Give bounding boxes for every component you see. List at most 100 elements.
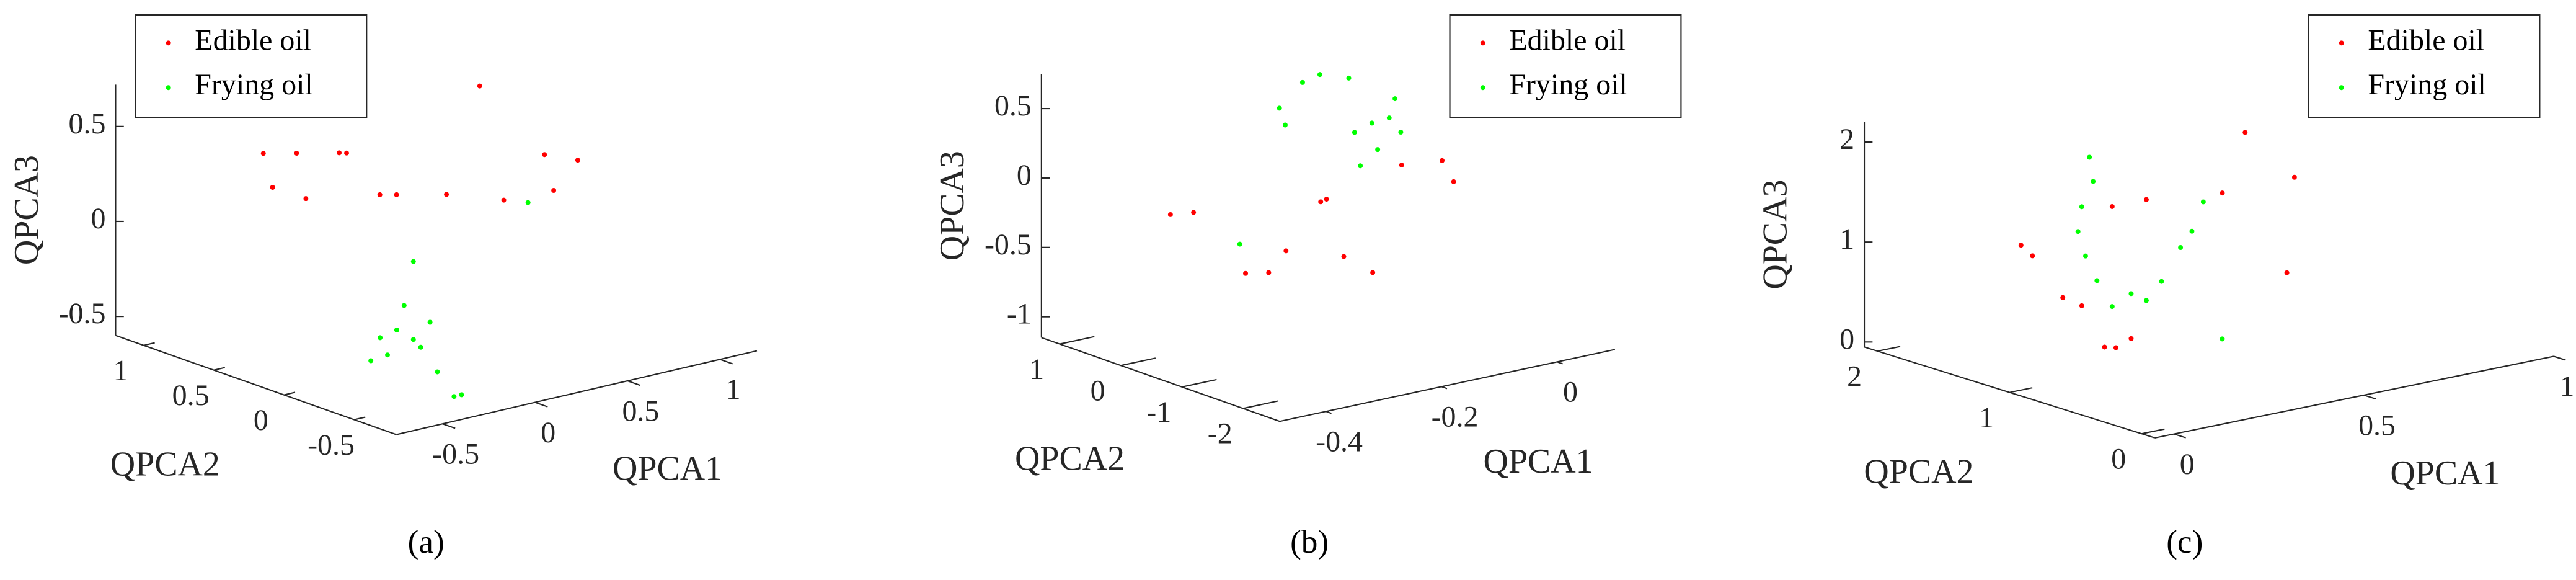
point	[394, 328, 399, 333]
legend-marker	[1480, 40, 1485, 46]
z-tick-label: -0.5	[59, 297, 106, 330]
point	[444, 192, 449, 197]
z-axis-label: QPCA3	[1756, 180, 1794, 290]
point	[1358, 163, 1363, 169]
point	[2075, 229, 2081, 234]
point	[2143, 197, 2149, 202]
y-tick-label: 0	[1091, 374, 1105, 407]
point	[2200, 199, 2206, 205]
point	[394, 192, 399, 197]
x-tick	[1441, 386, 1448, 390]
y-axis	[1041, 337, 1280, 422]
point	[2189, 228, 2195, 234]
point	[2018, 243, 2024, 248]
point	[1451, 179, 1456, 184]
x-tick-label: 1	[2559, 370, 2574, 403]
point	[451, 394, 457, 399]
x-tick-label: 0.5	[622, 395, 659, 427]
x-axis	[1279, 349, 1616, 422]
y-axis-label: QPCA2	[1015, 440, 1125, 478]
y-tick	[2141, 428, 2165, 435]
point	[1375, 147, 1381, 153]
panel-label: (c)	[2166, 524, 2203, 560]
x-tick-label: -0.5	[432, 438, 479, 471]
legend: Edible oil Frying oil	[2308, 14, 2541, 118]
y-tick-label: -0.5	[308, 429, 355, 462]
legend-box	[1449, 14, 1682, 118]
point	[1352, 130, 1357, 135]
point	[1392, 96, 1398, 102]
point	[2284, 270, 2290, 275]
legend-box	[135, 14, 368, 118]
y-tick	[1060, 336, 1095, 345]
point	[2113, 345, 2118, 350]
legend-label: Edible oil	[1509, 24, 1626, 56]
point	[377, 192, 383, 197]
point	[337, 150, 342, 156]
point	[1237, 241, 1242, 247]
legend: Edible oil Frying oil	[1449, 14, 1682, 118]
y-tick	[1242, 400, 1278, 409]
y-tick-label: 1	[113, 354, 128, 387]
x-tick	[534, 401, 548, 408]
z-tick-label: 2	[1839, 123, 1854, 156]
legend: Edible oil Frying oil	[135, 14, 368, 118]
legend-box	[2308, 14, 2541, 118]
z-tick-label: 0	[1839, 323, 1854, 355]
y-tick-label: -2	[1208, 417, 1233, 450]
x-tick	[719, 359, 733, 365]
point	[2094, 278, 2100, 283]
legend-label: Frying oil	[1509, 68, 1627, 101]
point	[2079, 303, 2084, 308]
point	[2178, 245, 2184, 251]
legend-label: Frying oil	[2368, 68, 2485, 101]
y-tick	[1120, 357, 1156, 367]
x-tick	[627, 380, 640, 386]
point	[459, 392, 464, 398]
y-axis-label: QPCA2	[1864, 453, 1973, 491]
point	[1440, 158, 1445, 163]
panel: -0.500.51-0.500.51-0.500.5QPCA1QPCA2QPCA…	[7, 14, 758, 560]
point	[427, 319, 433, 325]
y-tick-label: 0	[254, 404, 268, 437]
x-tick	[2174, 433, 2186, 439]
point	[418, 344, 423, 350]
point	[1299, 79, 1305, 85]
point	[2109, 304, 2115, 310]
z-axis-label: QPCA3	[933, 151, 972, 261]
y-tick-label: 2	[1847, 360, 1862, 393]
point	[1369, 120, 1374, 126]
x-tick-label: 0	[541, 416, 555, 449]
panel: -0.4 -0.2 0 -2 -1 0 1 -1 -0.5 0 0.5 QPCA1 QPCA2 QPCA3…	[933, 14, 1682, 560]
point	[2091, 179, 2096, 184]
point	[2128, 291, 2134, 297]
point	[1370, 270, 1376, 275]
point	[410, 337, 416, 342]
y-axis-label: QPCA2	[110, 445, 220, 484]
y-tick	[2009, 387, 2033, 393]
z-tick-label: 1	[1839, 223, 1854, 256]
legend-marker	[2339, 40, 2344, 46]
y-tick-label: 0	[2111, 443, 2126, 476]
y-tick	[283, 391, 296, 396]
point	[2030, 253, 2035, 259]
x-tick	[442, 423, 456, 429]
point	[303, 196, 309, 202]
x-tick-label: -0.2	[1432, 401, 1479, 434]
legend-marker	[1480, 85, 1485, 91]
point	[1318, 199, 1324, 205]
point	[2242, 130, 2248, 135]
point	[294, 151, 299, 156]
point	[477, 83, 482, 89]
panel-label: (a)	[408, 524, 445, 560]
x-axis	[396, 350, 758, 435]
z-tick-label: -0.5	[985, 228, 1032, 261]
point	[575, 158, 580, 163]
point	[542, 152, 547, 158]
y-axis	[1864, 346, 2156, 439]
point	[385, 352, 391, 358]
point	[1243, 270, 1249, 276]
x-tick-label: -0.4	[1316, 426, 1363, 458]
point	[1346, 75, 1352, 81]
